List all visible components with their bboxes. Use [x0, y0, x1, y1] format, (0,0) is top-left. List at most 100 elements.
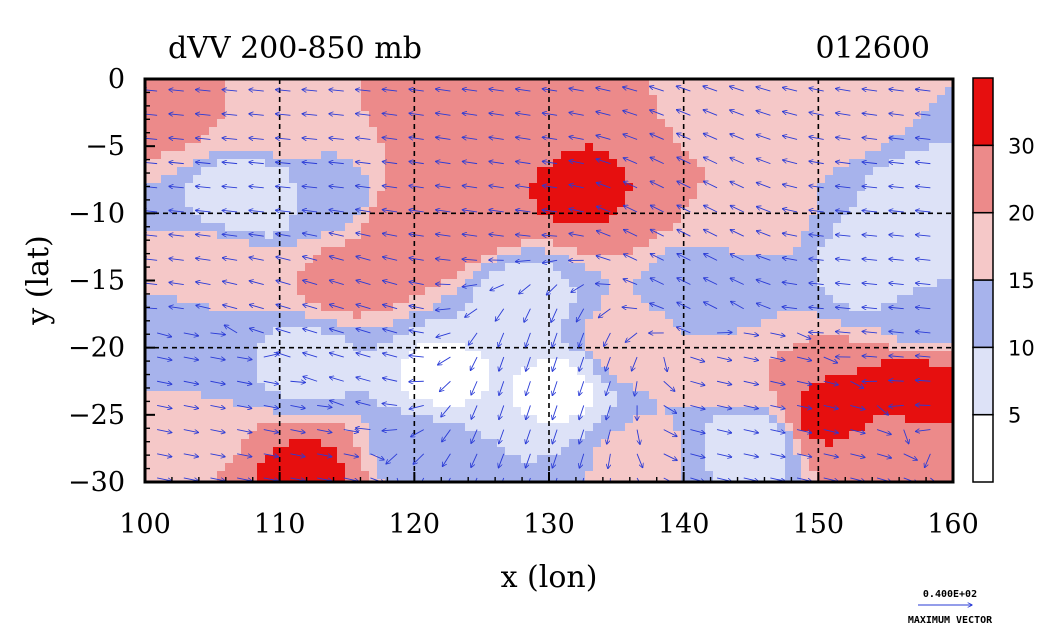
- field-cell: [169, 191, 178, 200]
- field-cell: [297, 175, 306, 184]
- field-cell: [905, 231, 914, 240]
- field-cell: [241, 263, 250, 272]
- field-cell: [265, 207, 274, 216]
- field-cell: [697, 295, 706, 304]
- field-cell: [697, 399, 706, 408]
- field-cell: [705, 255, 714, 264]
- field-cell: [609, 399, 618, 408]
- field-cell: [361, 287, 370, 296]
- field-cell: [881, 111, 890, 120]
- field-cell: [593, 391, 602, 400]
- field-cell: [569, 415, 578, 424]
- field-cell: [265, 351, 274, 360]
- field-cell: [929, 119, 938, 128]
- field-cell: [201, 319, 210, 328]
- field-cell: [297, 383, 306, 392]
- field-cell: [825, 351, 834, 360]
- field-cell: [161, 423, 170, 432]
- field-cell: [673, 279, 682, 288]
- field-cell: [257, 95, 266, 104]
- field-cell: [705, 415, 714, 424]
- field-cell: [673, 87, 682, 96]
- field-cell: [441, 399, 450, 408]
- field-cell: [801, 135, 810, 144]
- field-cell: [441, 327, 450, 336]
- field-cell: [585, 79, 594, 88]
- field-cell: [401, 343, 410, 352]
- field-cell: [833, 127, 842, 136]
- field-cell: [529, 175, 538, 184]
- field-cell: [801, 87, 810, 96]
- field-cell: [201, 151, 210, 160]
- field-cell: [761, 143, 770, 152]
- field-cell: [153, 463, 162, 472]
- field-cell: [769, 335, 778, 344]
- field-cell: [145, 247, 154, 256]
- field-cell: [585, 391, 594, 400]
- field-cell: [929, 127, 938, 136]
- field-cell: [313, 207, 322, 216]
- field-cell: [937, 111, 946, 120]
- field-cell: [801, 415, 810, 424]
- field-cell: [569, 183, 578, 192]
- field-cell: [569, 175, 578, 184]
- field-cell: [849, 87, 858, 96]
- field-cell: [705, 143, 714, 152]
- field-cell: [361, 223, 370, 232]
- field-cell: [305, 127, 314, 136]
- field-cell: [305, 231, 314, 240]
- field-cell: [641, 367, 650, 376]
- field-cell: [945, 319, 953, 328]
- field-cell: [609, 135, 618, 144]
- field-cell: [553, 359, 562, 368]
- field-cell: [481, 303, 490, 312]
- field-cell: [641, 447, 650, 456]
- field-cell: [529, 111, 538, 120]
- field-cell: [913, 159, 922, 168]
- field-cell: [673, 199, 682, 208]
- field-cell: [745, 127, 754, 136]
- field-cell: [281, 111, 290, 120]
- field-cell: [929, 439, 938, 448]
- field-cell: [489, 175, 498, 184]
- field-cell: [425, 135, 434, 144]
- field-cell: [161, 223, 170, 232]
- field-cell: [529, 399, 538, 408]
- field-cell: [745, 327, 754, 336]
- field-cell: [601, 375, 610, 384]
- field-cell: [417, 199, 426, 208]
- field-cell: [265, 455, 274, 464]
- field-cell: [513, 79, 522, 88]
- field-cell: [729, 239, 738, 248]
- field-cell: [713, 79, 722, 88]
- field-cell: [377, 135, 386, 144]
- field-cell: [393, 127, 402, 136]
- field-cell: [177, 239, 186, 248]
- field-cell: [889, 159, 898, 168]
- field-cell: [329, 247, 338, 256]
- field-cell: [705, 287, 714, 296]
- field-cell: [289, 87, 298, 96]
- field-cell: [793, 95, 802, 104]
- field-cell: [801, 367, 810, 376]
- field-cell: [513, 399, 522, 408]
- field-cell: [873, 391, 882, 400]
- field-cell: [473, 255, 482, 264]
- field-cell: [449, 399, 458, 408]
- field-cell: [201, 143, 210, 152]
- field-cell: [225, 327, 234, 336]
- field-cell: [185, 127, 194, 136]
- field-cell: [641, 311, 650, 320]
- field-cell: [753, 207, 762, 216]
- field-cell: [233, 335, 242, 344]
- field-cell: [281, 399, 290, 408]
- field-cell: [833, 95, 842, 104]
- field-cell: [353, 327, 362, 336]
- field-cell: [681, 287, 690, 296]
- field-cell: [377, 455, 386, 464]
- field-cell: [297, 279, 306, 288]
- field-cell: [217, 463, 226, 472]
- field-cell: [369, 351, 378, 360]
- field-cell: [505, 407, 514, 416]
- field-cell: [377, 423, 386, 432]
